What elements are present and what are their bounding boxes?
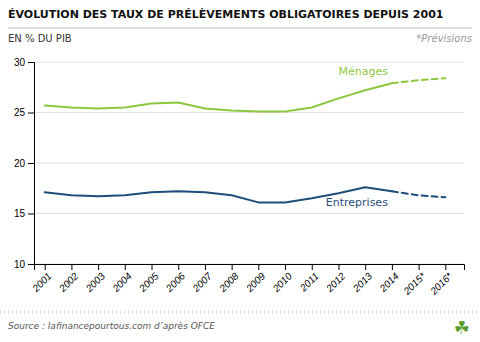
x-tick-mark bbox=[338, 264, 339, 270]
x-tick: 2003 bbox=[83, 264, 108, 295]
x-tick-mark bbox=[125, 264, 126, 270]
y-tick-label: 15 bbox=[14, 208, 26, 219]
series-line bbox=[392, 191, 445, 197]
y-tick-label: 25 bbox=[14, 107, 26, 118]
y-tick: 15 bbox=[14, 208, 34, 219]
y-tick: 20 bbox=[14, 158, 34, 169]
x-tick: 2013 bbox=[350, 264, 375, 295]
x-tick-label: 2003 bbox=[83, 270, 108, 295]
x-tick-mark bbox=[445, 264, 446, 270]
x-tick-label: 2002 bbox=[56, 270, 81, 295]
x-tick: 2002 bbox=[56, 264, 81, 295]
x-tick-label: 2010 bbox=[270, 270, 295, 295]
x-tick: 2007 bbox=[190, 264, 215, 295]
y-tick-label: 10 bbox=[14, 259, 26, 270]
series-label: Entreprises bbox=[326, 196, 388, 209]
x-tick-mark bbox=[312, 264, 313, 270]
y-tick-mark bbox=[28, 264, 34, 265]
chart: ÉVOLUTION DES TAUX DE PRÉLÈVEMENTS OBLIG… bbox=[0, 0, 480, 342]
plot-area: 2001200220032004200520062007200820092010… bbox=[14, 57, 465, 298]
x-tick: 2005 bbox=[136, 264, 161, 295]
x-tick-label: 2015* bbox=[401, 270, 429, 298]
x-tick-label: 2011 bbox=[297, 270, 321, 294]
y-tick-mark bbox=[28, 62, 34, 63]
series-label: Ménages bbox=[338, 65, 388, 78]
title: ÉVOLUTION DES TAUX DE PRÉLÈVEMENTS OBLIG… bbox=[8, 8, 443, 21]
x-tick-mark bbox=[205, 264, 206, 270]
x-tick-label: 2001 bbox=[29, 270, 53, 294]
x-axis: 2001200220032004200520062007200820092010… bbox=[29, 264, 464, 297]
x-tick-label: 2007 bbox=[190, 270, 215, 295]
x-tick-label: 2012 bbox=[323, 270, 348, 295]
y-axis-label: EN % DU PIB bbox=[8, 33, 72, 44]
y-axis-line bbox=[28, 63, 35, 265]
x-tick-mark bbox=[98, 264, 99, 270]
x-tick-mark bbox=[365, 264, 366, 270]
x-tick-label: 2005 bbox=[136, 270, 161, 295]
x-tick-mark bbox=[45, 264, 46, 270]
grid-line bbox=[34, 163, 464, 164]
icon: ☘ bbox=[454, 317, 470, 338]
x-tick: 2001 bbox=[29, 264, 53, 295]
y-tick: 25 bbox=[14, 107, 34, 118]
x-tick: 2011 bbox=[297, 264, 321, 294]
x-tick: 2009 bbox=[243, 264, 268, 295]
x-tick-label: 2014 bbox=[377, 270, 402, 295]
x-tick: 2014 bbox=[377, 264, 402, 295]
x-tick-mark bbox=[258, 264, 259, 270]
x-axis-line bbox=[35, 265, 465, 271]
x-tick-mark bbox=[419, 264, 420, 270]
lines bbox=[45, 78, 446, 202]
x-tick-mark bbox=[152, 264, 153, 270]
forecast-note: *Prévisions bbox=[416, 33, 472, 44]
x-tick-mark bbox=[285, 264, 286, 270]
grid-line bbox=[34, 112, 464, 113]
source: Source : lafinancepourtous.com d’après O… bbox=[8, 321, 215, 331]
y-axis: 10 15 20 25 30 bbox=[14, 57, 35, 270]
x-tick-label: 2008 bbox=[216, 270, 241, 295]
series-labels: Ménages Entreprises bbox=[326, 65, 388, 209]
x-tick: 2004 bbox=[110, 264, 135, 295]
title-rule bbox=[8, 28, 472, 29]
grid-line bbox=[34, 62, 464, 63]
x-tick: 2010 bbox=[270, 264, 295, 295]
x-tick-label: 2009 bbox=[243, 270, 268, 295]
x-tick-mark bbox=[178, 264, 179, 270]
y-tick: 30 bbox=[14, 57, 34, 68]
x-tick: 2016* bbox=[427, 264, 455, 297]
x-tick-label: 2004 bbox=[110, 270, 135, 295]
grid bbox=[34, 62, 464, 264]
x-tick-mark bbox=[232, 264, 233, 270]
y-tick-label: 20 bbox=[14, 158, 26, 169]
x-tick: 2008 bbox=[216, 264, 241, 295]
series-line bbox=[45, 83, 392, 111]
source-rule bbox=[0, 312, 480, 313]
x-tick: 2006 bbox=[163, 264, 188, 295]
y-tick-mark bbox=[28, 163, 34, 164]
x-tick-mark bbox=[71, 264, 72, 270]
y-tick-mark bbox=[28, 214, 34, 215]
y-tick-mark bbox=[28, 113, 34, 114]
x-tick: 2012 bbox=[323, 264, 348, 295]
x-tick-mark bbox=[392, 264, 393, 270]
x-tick-label: 2016* bbox=[427, 270, 455, 298]
x-tick-label: 2013 bbox=[350, 270, 375, 295]
y-tick: 10 bbox=[14, 259, 34, 270]
y-tick-label: 30 bbox=[14, 57, 26, 68]
x-tick-label: 2006 bbox=[163, 270, 188, 295]
grid-line bbox=[34, 213, 464, 214]
series-line bbox=[392, 78, 445, 83]
x-tick: 2015* bbox=[401, 264, 429, 297]
